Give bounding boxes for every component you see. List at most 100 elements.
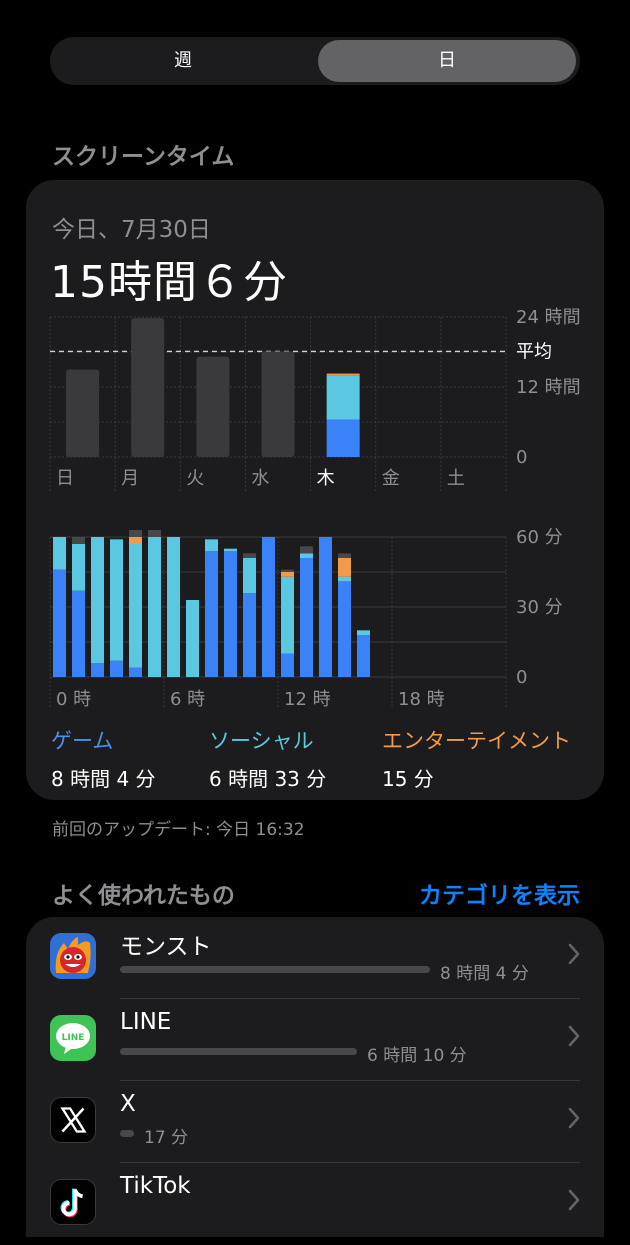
- y-axis-label: 0: [516, 447, 527, 468]
- usage-time: 8 時間 4 分: [440, 964, 529, 984]
- hour-label: 12 時: [284, 689, 331, 710]
- y-axis-label: 60 分: [516, 527, 563, 548]
- hour-bar-segment: [281, 569, 294, 572]
- monst-app-icon: [50, 933, 96, 979]
- hour-bar-segment: [205, 551, 218, 677]
- y-axis-label: 30 分: [516, 597, 563, 618]
- hour-bar-segment: [129, 530, 142, 537]
- app-name: モンスト: [120, 934, 212, 960]
- usage-bar: [120, 966, 430, 973]
- category-games[interactable]: ゲーム 8 時間 4 分: [51, 725, 156, 792]
- y-axis-label: 24 時間: [516, 307, 581, 328]
- row-divider: [120, 1080, 580, 1081]
- hour-bar-segment: [338, 558, 351, 577]
- app-row-monst[interactable]: モンスト 8 時間 4 分: [26, 917, 604, 999]
- hour-bar-segment: [281, 576, 294, 654]
- date-label: 今日、7月30日: [52, 217, 211, 243]
- hour-bar-segment: [129, 544, 142, 668]
- day-bar-segment: [326, 373, 360, 376]
- last-updated-label: 前回のアップデート: 今日 16:32: [52, 820, 305, 840]
- day-bar-segment: [326, 419, 360, 457]
- day-label: 土: [447, 468, 465, 489]
- day-label: 月: [121, 468, 139, 489]
- hour-bar-segment: [300, 546, 313, 554]
- hour-bar-segment: [281, 572, 294, 577]
- hour-bar-segment: [186, 600, 199, 677]
- hour-bar-segment: [338, 576, 351, 582]
- day-label: 木: [317, 468, 335, 489]
- hour-bar-segment: [72, 537, 85, 544]
- day-label: 水: [251, 468, 269, 489]
- screen-time-card[interactable]: 今日、7月30日 15時間６分 日 月 火 水 木 金 土 24 時間 平均 12 時間 0 0 時…: [26, 180, 604, 800]
- hour-bar-segment: [357, 630, 370, 635]
- day-label: 日: [56, 468, 74, 489]
- app-name: TikTok: [120, 1173, 191, 1199]
- y-axis-label: 12 時間: [516, 377, 581, 398]
- hour-bar-segment: [243, 558, 256, 593]
- usage-bar: [120, 1048, 357, 1055]
- hour-bar-segment: [243, 553, 256, 558]
- hour-bar-segment: [148, 530, 161, 537]
- category-games-name: ゲーム: [51, 729, 114, 753]
- segment-day[interactable]: 日: [318, 40, 576, 82]
- row-divider: [120, 1162, 580, 1163]
- app-name: X: [120, 1091, 136, 1117]
- chevron-right-icon: [568, 943, 580, 965]
- hour-bar-segment: [205, 539, 218, 551]
- hour-label: 6 時: [170, 689, 205, 710]
- hour-bar-segment: [281, 653, 294, 677]
- y-axis-label: 平均: [516, 341, 552, 362]
- hour-bar-segment: [72, 590, 85, 677]
- usage-time: 6 時間 10 分: [367, 1046, 467, 1066]
- chevron-right-icon: [568, 1107, 580, 1129]
- hour-bar-segment: [243, 593, 256, 677]
- hour-bar-segment: [91, 537, 104, 663]
- category-social-name: ソーシャル: [209, 729, 314, 753]
- chevron-right-icon: [568, 1189, 580, 1211]
- hour-bar-segment: [129, 667, 142, 677]
- day-label: 金: [382, 468, 400, 489]
- category-social-time: 6 時間 33 分: [209, 767, 327, 791]
- day-label: 火: [186, 468, 204, 489]
- hour-bar-segment: [224, 551, 237, 677]
- row-divider: [120, 998, 580, 999]
- most-used-list: モンスト 8 時間 4 分 LINE LINE 6 時間 10 分 X 17: [26, 917, 604, 1237]
- hour-bar-segment: [110, 660, 123, 677]
- hour-bar-segment: [357, 635, 370, 677]
- period-segmented-control: 週 日: [50, 37, 580, 85]
- hour-bar-segment: [167, 537, 180, 677]
- hour-bar-segment: [148, 537, 161, 677]
- day-bar: [196, 356, 230, 457]
- total-screen-time: 15時間６分: [50, 257, 288, 308]
- y-axis-label: 0: [516, 667, 527, 688]
- category-entertainment-time: 15 分: [382, 767, 434, 791]
- app-row-x[interactable]: X 17 分: [26, 1081, 604, 1163]
- tiktok-app-icon: [50, 1179, 96, 1225]
- day-bar: [131, 318, 165, 457]
- segment-week[interactable]: 週: [174, 50, 192, 71]
- show-categories-button[interactable]: カテゴリを表示: [419, 883, 580, 909]
- hour-bar-segment: [319, 537, 332, 677]
- hour-bar-segment: [91, 663, 104, 677]
- usage-bar: [120, 1130, 134, 1137]
- hour-bar-segment: [129, 537, 142, 544]
- app-row-line[interactable]: LINE LINE 6 時間 10 分: [26, 999, 604, 1081]
- category-entertainment[interactable]: エンターテイメント 15 分: [382, 725, 571, 792]
- app-row-tiktok[interactable]: TikTok: [26, 1163, 604, 1245]
- hour-bar-segment: [338, 553, 351, 558]
- hour-bar-segment: [72, 544, 85, 591]
- day-bar: [66, 369, 100, 457]
- usage-time: 17 分: [144, 1128, 189, 1148]
- hour-bar-segment: [224, 548, 237, 551]
- line-app-icon: LINE: [50, 1015, 96, 1061]
- hour-bar-segment: [53, 569, 66, 677]
- category-games-time: 8 時間 4 分: [51, 767, 156, 791]
- hourly-usage-chart[interactable]: 0 時 6 時 12 時 18 時 60 分 30 分 0: [26, 525, 604, 710]
- hour-bar-segment: [262, 537, 275, 677]
- chevron-right-icon: [568, 1025, 580, 1047]
- hour-bar-segment: [338, 581, 351, 677]
- category-social[interactable]: ソーシャル 6 時間 33 分: [209, 725, 326, 792]
- day-bar-segment: [326, 375, 360, 420]
- hour-bar-segment: [300, 553, 313, 558]
